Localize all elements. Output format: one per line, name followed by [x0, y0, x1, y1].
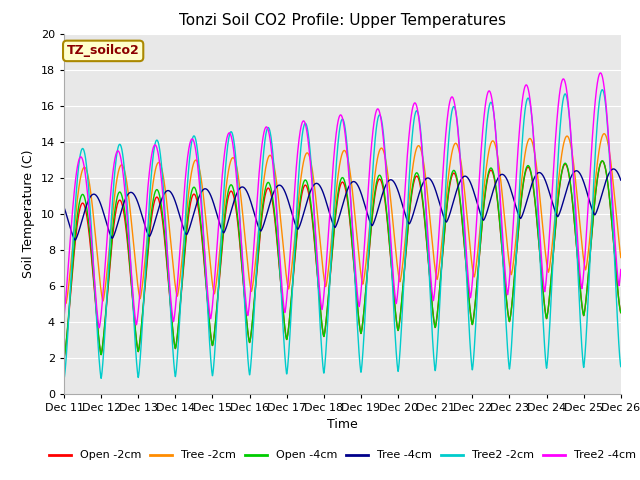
Open -4cm [546, 290, 554, 296]
Open -2cm [60, 355, 68, 360]
Tree -4cm [157, 199, 164, 205]
Y-axis label: Soil Temperature (C): Soil Temperature (C) [22, 149, 35, 278]
Tree -4cm [71, 237, 79, 243]
Tree2 -4cm [274, 225, 282, 230]
Open -4cm [60, 355, 68, 360]
Tree2 -4cm [606, 160, 614, 166]
Tree -2cm [606, 155, 614, 160]
Tree -4cm [606, 169, 614, 175]
Tree -4cm [617, 177, 625, 183]
Open -2cm [124, 240, 131, 246]
Title: Tonzi Soil CO2 Profile: Upper Temperatures: Tonzi Soil CO2 Profile: Upper Temperatur… [179, 13, 506, 28]
Tree -2cm [617, 255, 625, 261]
Tree2 -2cm [124, 207, 131, 213]
Tree -4cm [610, 166, 618, 172]
Open -2cm [298, 192, 305, 198]
Tree -4cm [274, 183, 282, 189]
Tree2 -4cm [298, 120, 306, 126]
Open -2cm [617, 310, 625, 315]
Tree -4cm [124, 192, 132, 198]
Tree -2cm [600, 131, 608, 137]
Line: Tree -2cm: Tree -2cm [64, 134, 621, 303]
Open -4cm [274, 240, 282, 246]
Tree -2cm [124, 186, 132, 192]
Line: Open -2cm: Open -2cm [64, 161, 621, 358]
Text: TZ_soilco2: TZ_soilco2 [67, 44, 140, 58]
Tree -2cm [546, 261, 554, 266]
Tree2 -2cm [157, 153, 164, 159]
Tree2 -2cm [274, 220, 282, 226]
Tree2 -4cm [124, 222, 132, 228]
Tree2 -4cm [617, 266, 625, 272]
Tree2 -2cm [546, 320, 554, 326]
Open -2cm [274, 244, 282, 250]
Tree -4cm [60, 204, 68, 210]
Line: Tree -4cm: Tree -4cm [64, 169, 621, 240]
Open -4cm [598, 158, 606, 164]
Line: Tree2 -2cm: Tree2 -2cm [64, 90, 621, 379]
Tree2 -4cm [157, 170, 164, 176]
Tree -2cm [298, 168, 306, 174]
Tree -2cm [62, 300, 70, 306]
Tree2 -4cm [546, 222, 554, 228]
Open -4cm [298, 188, 305, 193]
Open -2cm [598, 158, 606, 164]
Open -4cm [617, 310, 625, 315]
Tree2 -2cm [598, 87, 606, 93]
Tree -4cm [298, 216, 306, 222]
Open -2cm [546, 290, 554, 296]
Tree2 -2cm [606, 164, 614, 170]
Tree -2cm [60, 291, 68, 297]
Open -4cm [606, 201, 614, 206]
Tree2 -4cm [596, 70, 604, 76]
Tree -4cm [546, 192, 554, 198]
Tree -2cm [157, 162, 164, 168]
Tree2 -4cm [95, 325, 103, 331]
Line: Open -4cm: Open -4cm [64, 161, 621, 358]
Open -2cm [157, 204, 164, 210]
Legend: Open -2cm, Tree -2cm, Open -4cm, Tree -4cm, Tree2 -2cm, Tree2 -4cm: Open -2cm, Tree -2cm, Open -4cm, Tree -4… [44, 446, 640, 465]
Tree2 -2cm [298, 137, 305, 143]
Tree2 -4cm [60, 315, 68, 321]
Tree2 -2cm [60, 376, 68, 382]
Open -2cm [606, 201, 614, 206]
Tree2 -2cm [617, 364, 625, 370]
Line: Tree2 -4cm: Tree2 -4cm [64, 73, 621, 328]
X-axis label: Time: Time [327, 418, 358, 431]
Open -4cm [157, 198, 164, 204]
Open -4cm [124, 234, 131, 240]
Tree -2cm [274, 189, 282, 194]
